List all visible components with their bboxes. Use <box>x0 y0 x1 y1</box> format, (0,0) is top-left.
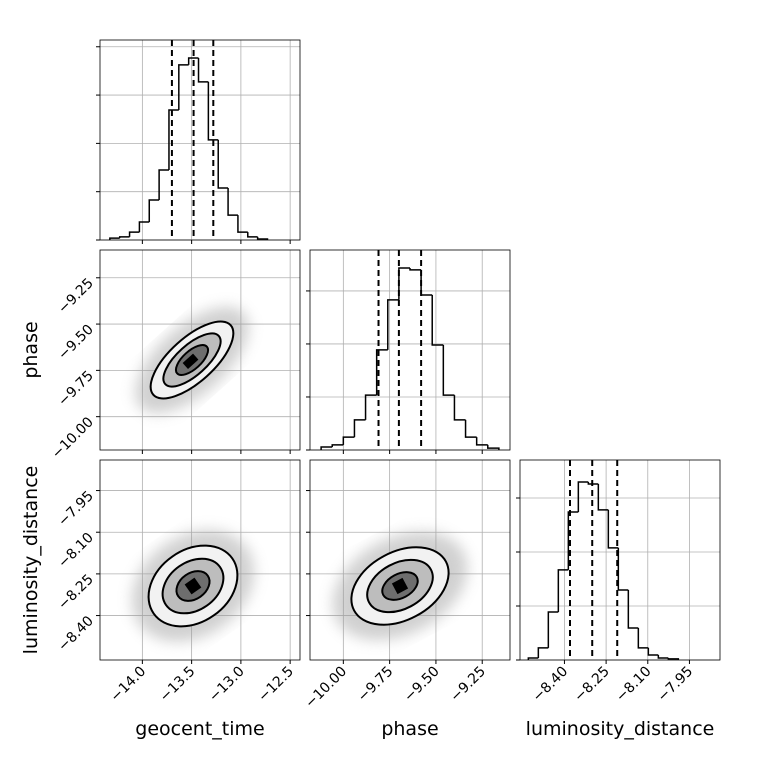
histogram-step <box>207 81 219 141</box>
y-tick-label: −9.25 <box>55 275 97 317</box>
histogram-step <box>128 231 140 237</box>
histogram-step <box>537 647 549 659</box>
panel-frame <box>99 249 301 451</box>
panel-frame <box>309 459 511 661</box>
histogram-step <box>577 481 589 513</box>
x-tick-label: −9.50 <box>401 664 443 706</box>
x-tick-label: −8.40 <box>530 664 572 706</box>
y-tick-label: −8.40 <box>55 613 97 655</box>
panel-frame <box>99 39 301 241</box>
histogram-step <box>487 444 500 450</box>
histogram-step <box>398 267 410 300</box>
histogram-step <box>217 139 229 189</box>
x-tick-label: −8.10 <box>613 664 655 706</box>
panel-frame <box>519 459 721 661</box>
histogram-step <box>597 483 609 511</box>
histogram-step <box>148 199 160 223</box>
x-tick-label: −8.25 <box>571 664 613 706</box>
histogram-step <box>657 655 669 659</box>
histogram-step <box>342 436 355 445</box>
histogram-step <box>453 395 466 421</box>
histogram-step <box>475 437 488 446</box>
histogram-step <box>627 590 639 629</box>
histogram-step <box>168 109 179 171</box>
x-axis-label: phase <box>381 718 438 740</box>
density-contours <box>131 306 468 642</box>
x-axis-label: luminosity_distance <box>526 718 715 740</box>
histogram-step <box>109 237 120 240</box>
histogram-step <box>158 169 169 200</box>
y-tick-label: −9.50 <box>55 322 97 364</box>
panel-frame <box>309 249 511 451</box>
histogram-step <box>442 345 455 396</box>
x-tick-label: −14.0 <box>108 664 150 706</box>
x-tick-label: −13.0 <box>206 664 248 706</box>
histogram-step <box>547 611 559 648</box>
y-tick-label: −7.95 <box>55 488 97 530</box>
histogram-step <box>667 658 680 660</box>
histogram-step <box>431 294 444 346</box>
histogram-step <box>464 419 477 438</box>
histogram-step <box>227 188 238 216</box>
histogram-step <box>557 569 569 613</box>
histogram-step <box>647 647 659 656</box>
y-tick-label: −10.00 <box>49 414 97 462</box>
histogram-step <box>364 394 377 420</box>
histogram-step <box>187 57 199 65</box>
histogram-step <box>409 268 422 271</box>
y-axis-label: luminosity_distance <box>20 466 42 655</box>
histogram-step <box>118 236 130 239</box>
histogram-step <box>138 221 150 233</box>
x-tick-label: −9.75 <box>355 664 397 706</box>
y-tick-label: −9.75 <box>55 368 97 410</box>
x-tick-label: −12.5 <box>255 664 297 706</box>
histogram-step <box>637 628 649 649</box>
x-tick-label: −9.25 <box>447 664 489 706</box>
panel-frame <box>99 459 301 661</box>
histogram-step <box>353 419 366 438</box>
histogram-step <box>567 511 579 570</box>
histogram-step <box>587 482 599 485</box>
histogram-step <box>387 299 399 350</box>
histogram-step <box>375 349 388 396</box>
histogram-step <box>247 232 258 238</box>
x-tick-label: −10.00 <box>302 664 350 712</box>
x-tick-label: −13.5 <box>157 664 199 706</box>
histogram-step <box>237 215 248 233</box>
y-axis-label: phase <box>20 321 42 378</box>
x-axis-label: geocent_time <box>135 718 264 740</box>
histogram-step <box>178 64 189 110</box>
y-tick-label: −8.25 <box>55 571 97 613</box>
histogram-step <box>256 236 269 240</box>
histogram-step <box>607 509 619 549</box>
histogram-step <box>197 57 209 83</box>
histogram-step <box>617 547 629 591</box>
x-tick-label: −7.95 <box>655 664 697 706</box>
histogram-step <box>320 446 333 450</box>
histogram-step <box>527 657 539 660</box>
histogram-step <box>331 444 344 448</box>
y-tick-label: −8.10 <box>55 530 97 572</box>
